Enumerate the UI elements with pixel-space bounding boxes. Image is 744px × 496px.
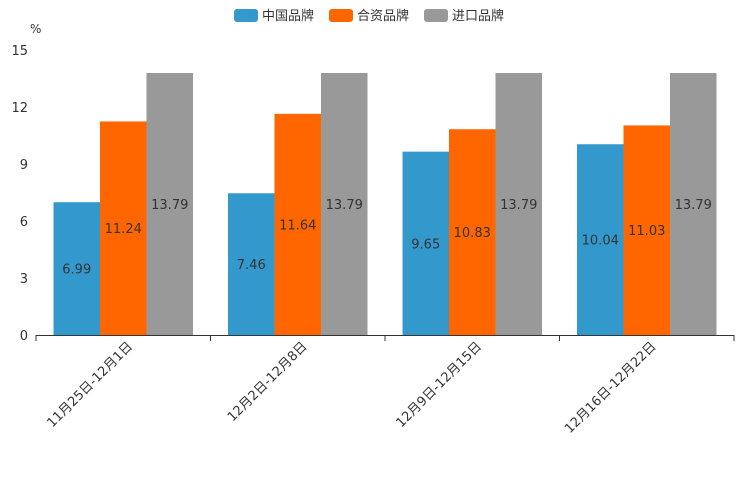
bar-1-0[interactable] <box>228 193 275 335</box>
bars <box>53 72 717 336</box>
data-label-1-1: 11.64 <box>279 218 316 233</box>
data-label-0-0: 6.99 <box>62 263 91 278</box>
bar-1-2[interactable] <box>321 72 368 336</box>
legend-label-2[interactable]: 进口品牌 <box>452 8 504 24</box>
data-label-3-1: 11.03 <box>628 224 665 239</box>
data-labels: 6.99 11.24 13.79 7.46 11.64 13.79 9.65 10.83 13.… <box>62 198 712 278</box>
bar-0-0[interactable] <box>53 202 101 335</box>
bar-3-0[interactable] <box>577 144 624 335</box>
legend-label-0[interactable]: 中国品牌 <box>262 8 314 24</box>
y-tick-label-0: 0 <box>20 329 28 344</box>
data-label-0-2: 13.79 <box>151 198 188 213</box>
bar-2-2[interactable] <box>495 72 543 336</box>
y-tick-label-2: 6 <box>20 215 28 230</box>
y-tick-label-4: 12 <box>11 101 28 116</box>
data-label-2-1: 10.83 <box>454 226 491 241</box>
x-tick-label-3: 12月16日-12月22日 <box>562 339 659 436</box>
bar-3-1[interactable] <box>623 125 671 336</box>
legend-swatch-1[interactable] <box>329 9 353 22</box>
data-label-1-2: 13.79 <box>326 198 363 213</box>
data-label-1-0: 7.46 <box>237 258 266 273</box>
y-tick-label-5: 15 <box>11 44 28 59</box>
y-axis-unit: % <box>30 22 41 36</box>
legend: 中国品牌 合资品牌 进口品牌 <box>234 8 504 24</box>
legend-swatch-0[interactable] <box>234 9 258 22</box>
legend-label-1[interactable]: 合资品牌 <box>357 8 409 24</box>
data-label-2-0: 9.65 <box>411 237 440 252</box>
bar-2-1[interactable] <box>449 129 496 335</box>
data-label-3-2: 13.79 <box>675 198 712 213</box>
data-label-2-2: 13.79 <box>500 198 537 213</box>
data-label-3-0: 10.04 <box>582 234 619 249</box>
x-tick-label-2: 12月9日-12月15日 <box>393 339 485 431</box>
y-axis: 0 3 6 9 12 15 <box>11 44 28 344</box>
bar-2-0[interactable] <box>402 151 450 335</box>
data-label-0-1: 11.24 <box>105 222 142 237</box>
bar-0-1[interactable] <box>100 121 147 335</box>
y-tick-label-3: 9 <box>20 158 28 173</box>
bar-3-2[interactable] <box>670 72 717 336</box>
bar-1-1[interactable] <box>274 113 322 335</box>
x-tick-label-0: 11月25日-12月1日 <box>44 339 136 431</box>
legend-swatch-2[interactable] <box>424 9 448 22</box>
x-axis: 11月25日-12月1日 12月2日-12月8日 12月9日-12月15日 12月16… <box>35 335 735 437</box>
bar-0-2[interactable] <box>146 72 194 336</box>
x-tick-label-1: 12月2日-12月8日 <box>225 339 311 425</box>
y-tick-label-1: 3 <box>20 272 28 287</box>
